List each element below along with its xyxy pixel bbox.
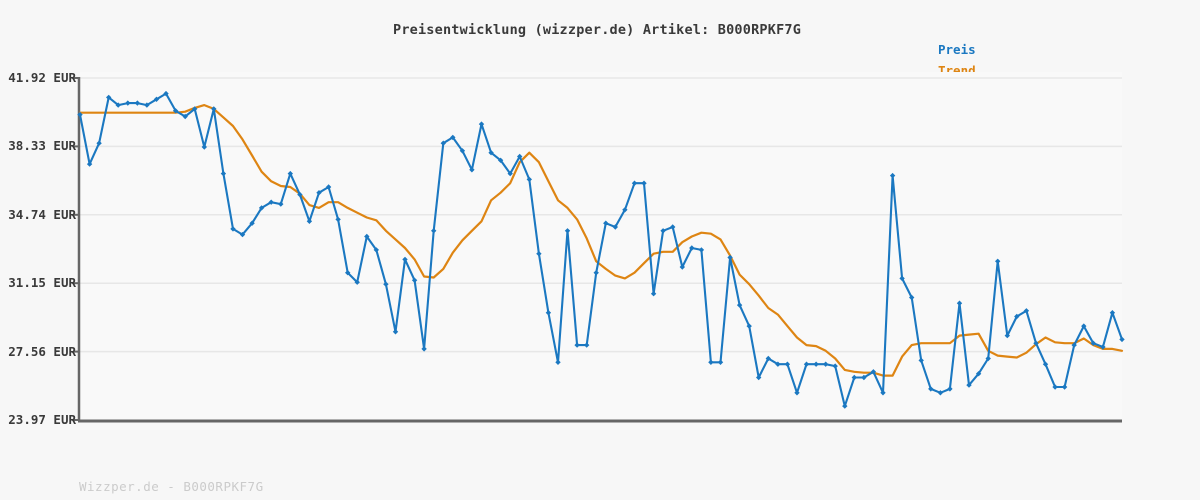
trend-series-line [78, 103, 1124, 377]
y-tick-label: 23.97 EUR [8, 412, 76, 427]
y-tick-label: 31.15 EUR [8, 275, 76, 291]
chart-title: Preisentwicklung (wizzper.de) Artikel: B… [393, 22, 802, 38]
y-tick-label: 34.74 EUR [8, 206, 76, 222]
y-tick-label: 41.92 EUR [8, 70, 76, 85]
y-tick-label: 38.33 EUR [8, 138, 76, 154]
legend-item-preis: Preis [938, 42, 976, 57]
watermark-text: Wizzper.de - B000RPKF7G [79, 479, 264, 494]
y-tick-label: 27.56 EUR [8, 343, 76, 359]
